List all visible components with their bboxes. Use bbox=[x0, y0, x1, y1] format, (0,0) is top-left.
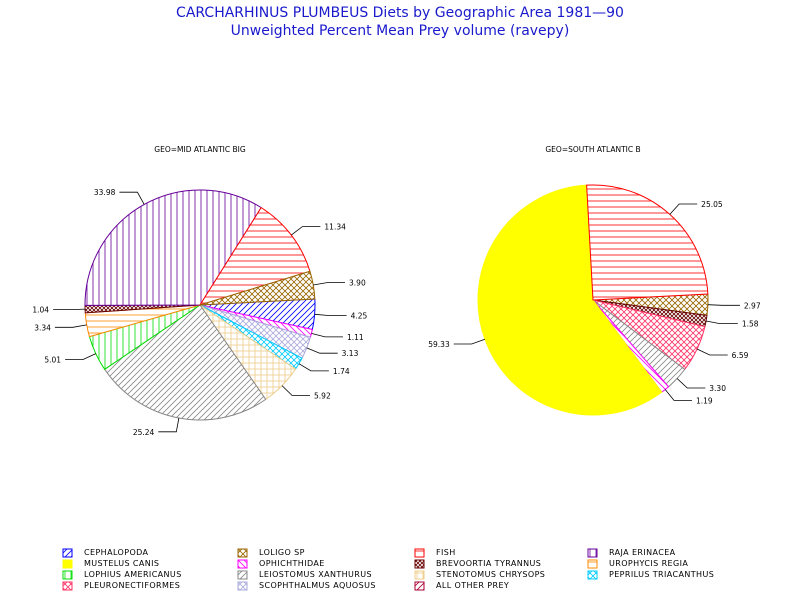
data-label: 1.58 bbox=[742, 320, 759, 329]
leader-line bbox=[306, 347, 338, 354]
legend-swatch bbox=[414, 559, 425, 569]
legend-label: UROPHYCIS REGIA bbox=[609, 559, 689, 568]
legend-label: OPHICHTHIDAE bbox=[259, 559, 325, 568]
data-label: 25.24 bbox=[133, 428, 155, 437]
legend-label: FISH bbox=[436, 548, 456, 557]
legend-label: LEIOSTOMUS XANTHURUS bbox=[259, 570, 372, 579]
legend-swatch bbox=[237, 581, 248, 591]
leader-line bbox=[453, 338, 486, 345]
leader-line bbox=[298, 363, 329, 372]
pie-title: GEO=MID ATLANTIC BIG bbox=[154, 145, 246, 154]
legend-swatch bbox=[414, 548, 425, 558]
legend-label: CEPHALOPODA bbox=[84, 548, 149, 557]
legend-swatch bbox=[414, 581, 425, 591]
leader-line bbox=[706, 320, 738, 325]
data-label: 6.59 bbox=[732, 351, 749, 360]
pie-chart-1: GEO=MID ATLANTIC BIG 4.25 1.11 3.13 1.74 5.92… bbox=[32, 145, 367, 437]
legend-swatch bbox=[587, 548, 598, 558]
data-label: 1.74 bbox=[333, 367, 350, 376]
data-label: 3.13 bbox=[342, 349, 359, 358]
leader-line bbox=[158, 417, 180, 433]
legend-swatch bbox=[237, 548, 248, 558]
pie-slice-leiostomus-xanthurus bbox=[103, 304, 267, 421]
leader-line bbox=[311, 333, 343, 338]
leader-line bbox=[676, 378, 706, 389]
pie-chart-2: GEO=SOUTH ATLANTIC B 2.97 1.58 6.59 3.30 1.19… bbox=[428, 145, 761, 416]
pie-title: GEO=SOUTH ATLANTIC B bbox=[545, 145, 640, 154]
data-label: 59.33 bbox=[428, 340, 450, 349]
leader-line bbox=[314, 313, 347, 316]
legend-label: PLEURONECTIFORMES bbox=[84, 581, 181, 590]
legend-swatch bbox=[587, 559, 598, 569]
leader-line bbox=[281, 385, 310, 396]
legend-label: STENOTOMUS CHRYSOPS bbox=[436, 570, 546, 579]
data-label: 4.25 bbox=[351, 311, 368, 320]
data-label: 5.01 bbox=[44, 355, 61, 364]
legend-swatch bbox=[62, 581, 73, 591]
leader-line bbox=[54, 324, 87, 328]
leader-line bbox=[65, 353, 96, 360]
leader-line bbox=[664, 389, 692, 401]
leader-line bbox=[313, 282, 345, 286]
legend-label: BREVOORTIA TYRANNUS bbox=[436, 559, 542, 568]
legend-swatch bbox=[414, 570, 425, 580]
leader-line bbox=[696, 348, 728, 356]
data-label: 1.04 bbox=[32, 306, 49, 315]
legend-swatch bbox=[237, 559, 248, 569]
data-label: 33.98 bbox=[94, 188, 116, 197]
data-label: 11.34 bbox=[324, 223, 346, 232]
legend-swatch bbox=[62, 570, 73, 580]
data-label: 1.11 bbox=[347, 333, 364, 342]
data-label: 1.19 bbox=[696, 396, 713, 405]
data-label: 25.05 bbox=[701, 200, 723, 209]
data-label: 3.30 bbox=[709, 384, 726, 393]
legend-label: ALL OTHER PREY bbox=[436, 581, 510, 590]
legend-label: MUSTELUS CANIS bbox=[84, 559, 160, 568]
legend-label: LOLIGO SP bbox=[259, 548, 305, 557]
chart-title: CARCHARHINUS PLUMBEUS Diets by Geographi… bbox=[176, 5, 624, 21]
pie-charts: GEO=MID ATLANTIC BIG 4.25 1.11 3.13 1.74 5.92… bbox=[32, 145, 761, 437]
legend-swatch bbox=[237, 570, 248, 580]
data-label: 3.90 bbox=[349, 279, 366, 288]
legend-label: SCOPHTHALMUS AQUOSUS bbox=[259, 581, 376, 590]
pie-slice-raja-erinacea bbox=[84, 189, 262, 306]
leader-line bbox=[53, 308, 86, 311]
leader-line bbox=[291, 226, 321, 236]
data-label: 2.97 bbox=[744, 301, 761, 310]
legend-swatch bbox=[62, 548, 73, 558]
legend-label: LOPHIUS AMERICANUS bbox=[84, 570, 182, 579]
legend-label: RAJA ERINACEA bbox=[609, 548, 676, 557]
legend-swatch bbox=[587, 570, 598, 580]
data-label: 3.34 bbox=[34, 323, 51, 332]
pie-slice-fish bbox=[586, 184, 709, 301]
leader-line bbox=[707, 304, 740, 306]
leader-line bbox=[669, 203, 698, 215]
data-label: 5.92 bbox=[314, 391, 331, 400]
chart-subtitle: Unweighted Percent Mean Prey volume (rav… bbox=[230, 23, 570, 39]
legend-label: PEPRILUS TRIACANTHUS bbox=[609, 570, 715, 579]
legend-swatch bbox=[62, 559, 73, 569]
leader-line bbox=[119, 191, 145, 205]
